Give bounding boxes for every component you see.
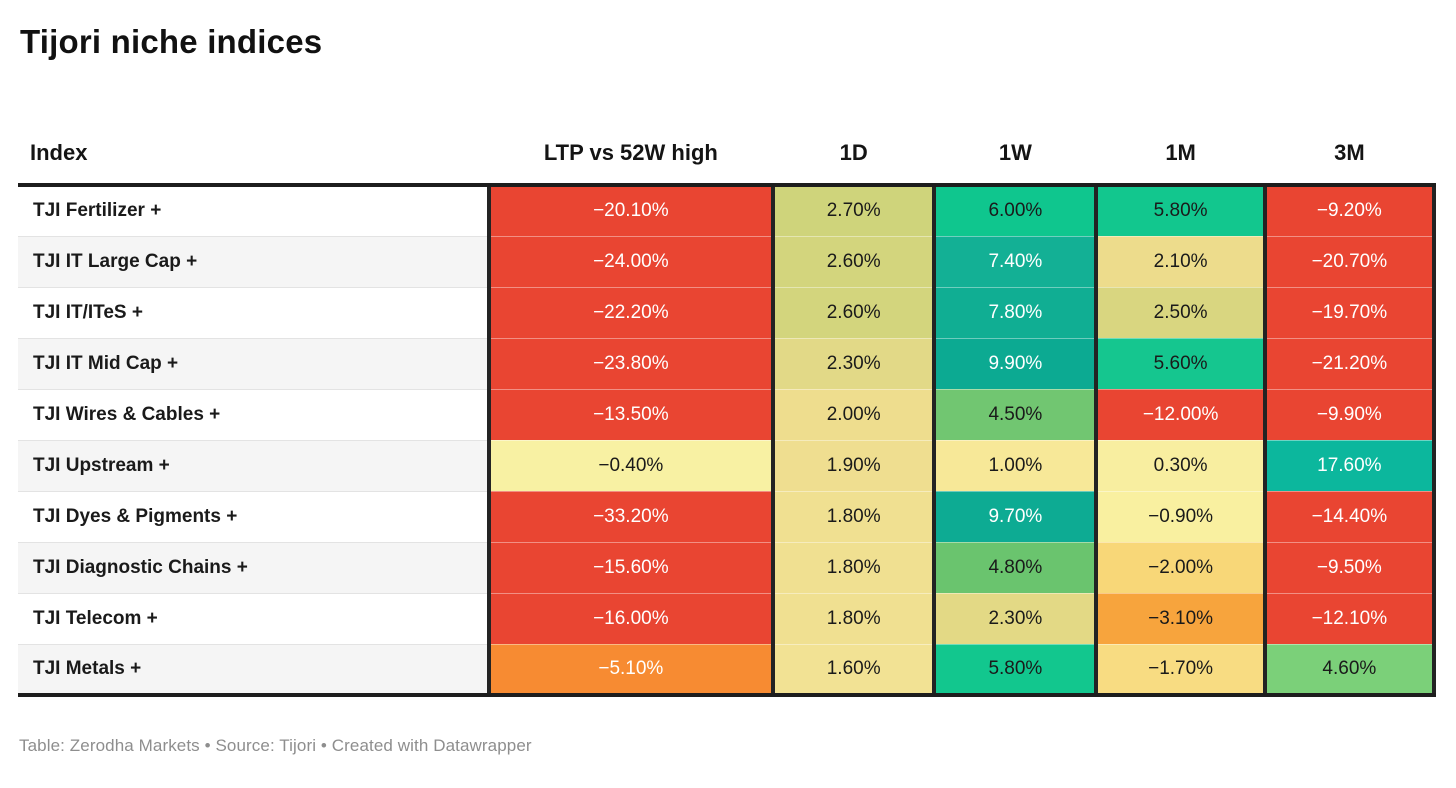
value-cell: −12.10%: [1262, 592, 1437, 644]
index-label: TJI IT/ITeS +: [18, 286, 489, 338]
index-label: TJI Upstream +: [18, 439, 489, 491]
value-cell: 2.60%: [771, 286, 937, 338]
value-cell: −21.20%: [1262, 337, 1437, 389]
value-cell: 1.80%: [771, 592, 937, 644]
column-header-index: Index: [18, 62, 489, 187]
value-cell: 1.60%: [771, 643, 937, 697]
value-cell: −13.50%: [486, 388, 776, 440]
table-row: TJI Telecom + −16.00% 1.80% 2.30% −3.10% −12.…: [18, 592, 1437, 644]
value-cell: −9.20%: [1262, 185, 1437, 236]
value-cell: 2.60%: [771, 235, 937, 287]
column-header-1d: 1D: [773, 62, 935, 187]
table-row: TJI Diagnostic Chains + −15.60% 1.80% 4.80%…: [18, 541, 1437, 593]
value-cell: 1.80%: [771, 541, 937, 593]
value-cell: −16.00%: [486, 592, 776, 644]
value-cell: −22.20%: [486, 286, 776, 338]
value-cell: 4.80%: [932, 541, 1099, 593]
value-cell: −24.00%: [486, 235, 776, 287]
value-cell: 2.50%: [1094, 286, 1267, 338]
column-header-3m: 3M: [1264, 62, 1434, 187]
value-cell: −12.00%: [1094, 388, 1267, 440]
column-header-ltp-vs-52w-high: LTP vs 52W high: [488, 62, 774, 187]
index-label: TJI Dyes & Pigments +: [18, 490, 489, 542]
index-label: TJI Wires & Cables +: [18, 388, 489, 440]
table-row: TJI Fertilizer + −20.10% 2.70% 6.00% 5.80% −9…: [18, 185, 1437, 236]
value-cell: 2.10%: [1094, 235, 1267, 287]
value-cell: 4.60%: [1262, 643, 1437, 697]
value-cell: −23.80%: [486, 337, 776, 389]
value-cell: 5.80%: [932, 643, 1099, 697]
value-cell: −1.70%: [1094, 643, 1267, 697]
value-cell: 9.90%: [932, 337, 1099, 389]
value-cell: 6.00%: [932, 185, 1099, 236]
value-cell: 5.80%: [1094, 185, 1267, 236]
value-cell: 1.90%: [771, 439, 937, 491]
value-cell: −20.70%: [1262, 235, 1437, 287]
table-row: TJI Wires & Cables + −13.50% 2.00% 4.50% −12…: [18, 388, 1437, 440]
value-cell: −5.10%: [486, 643, 776, 697]
value-cell: −14.40%: [1262, 490, 1437, 542]
table-body: TJI Fertilizer + −20.10% 2.70% 6.00% 5.80% −9…: [18, 185, 1437, 697]
table-row: TJI Metals + −5.10% 1.60% 5.80% −1.70% 4.60%: [18, 643, 1437, 697]
value-cell: 7.40%: [932, 235, 1099, 287]
value-cell: 0.30%: [1094, 439, 1267, 491]
value-cell: 9.70%: [932, 490, 1099, 542]
value-cell: 17.60%: [1262, 439, 1437, 491]
value-cell: 2.30%: [771, 337, 937, 389]
value-cell: 1.00%: [932, 439, 1099, 491]
table-row: TJI IT Mid Cap + −23.80% 2.30% 9.90% 5.60% −2…: [18, 337, 1437, 389]
value-cell: 1.80%: [771, 490, 937, 542]
index-label: TJI Telecom +: [18, 592, 489, 644]
value-cell: −19.70%: [1262, 286, 1437, 338]
table-row: TJI Upstream + −0.40% 1.90% 1.00% 0.30% 17.60…: [18, 439, 1437, 491]
value-cell: 7.80%: [932, 286, 1099, 338]
page-title: Tijori niche indices: [20, 23, 323, 60]
index-label: TJI Diagnostic Chains +: [18, 541, 489, 593]
value-cell: −9.50%: [1262, 541, 1437, 593]
table-row: TJI IT/ITeS + −22.20% 2.60% 7.80% 2.50% −19.7…: [18, 286, 1437, 338]
value-cell: 2.70%: [771, 185, 937, 236]
value-cell: −0.40%: [486, 439, 776, 491]
index-label: TJI IT Large Cap +: [18, 235, 489, 287]
value-cell: −20.10%: [486, 185, 776, 236]
value-cell: −9.90%: [1262, 388, 1437, 440]
value-cell: 4.50%: [932, 388, 1099, 440]
value-cell: 2.00%: [771, 388, 937, 440]
column-header-1m: 1M: [1096, 62, 1265, 187]
column-header-1w: 1W: [934, 62, 1097, 187]
table-row: TJI Dyes & Pigments + −33.20% 1.80% 9.70% −0…: [18, 490, 1437, 542]
value-cell: −15.60%: [486, 541, 776, 593]
indices-table: Index LTP vs 52W high 1D 1W 1M 3M TJI Fe…: [18, 62, 1437, 697]
index-label: TJI Metals +: [18, 643, 489, 697]
value-cell: −3.10%: [1094, 592, 1267, 644]
value-cell: 5.60%: [1094, 337, 1267, 389]
index-label: TJI Fertilizer +: [18, 185, 489, 236]
index-label: TJI IT Mid Cap +: [18, 337, 489, 389]
value-cell: −2.00%: [1094, 541, 1267, 593]
table-row: TJI IT Large Cap + −24.00% 2.60% 7.40% 2.10%…: [18, 235, 1437, 287]
footer-attribution: Table: Zerodha Markets • Source: Tijori …: [19, 736, 532, 755]
value-cell: −0.90%: [1094, 490, 1267, 542]
value-cell: 2.30%: [932, 592, 1099, 644]
header-row: Index LTP vs 52W high 1D 1W 1M 3M: [18, 62, 1434, 187]
table-header: Index LTP vs 52W high 1D 1W 1M 3M: [18, 62, 1434, 187]
value-cell: −33.20%: [486, 490, 776, 542]
